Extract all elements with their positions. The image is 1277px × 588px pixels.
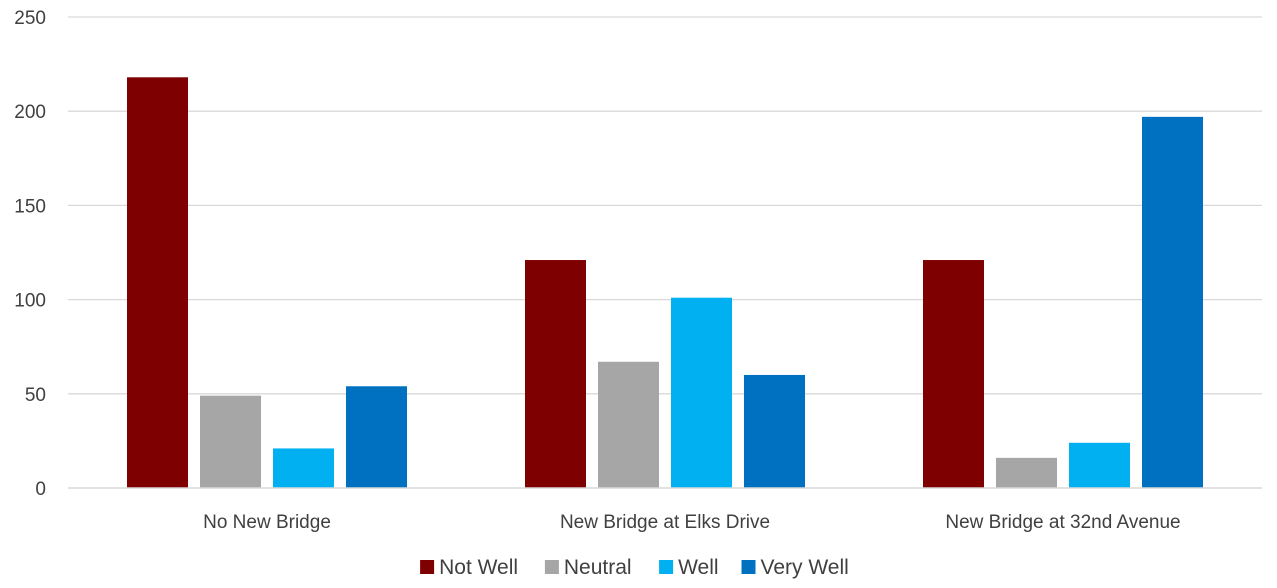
legend-swatch (420, 560, 435, 574)
bars (127, 77, 1203, 489)
gridlines (68, 16, 1262, 395)
legend-label: Not Well (439, 556, 518, 579)
bar (598, 361, 659, 488)
bar (744, 374, 805, 488)
bar (273, 448, 334, 488)
bar (923, 260, 984, 488)
legend-label: Very Well (761, 556, 849, 579)
y-tick-label: 150 (14, 196, 46, 217)
y-tick-label: 200 (14, 102, 46, 123)
legend-label: Neutral (564, 556, 632, 579)
bar (127, 77, 188, 489)
bar (346, 386, 407, 488)
x-tick-label: New Bridge at Elks Drive (560, 512, 770, 533)
bar (1142, 116, 1203, 489)
bar (1069, 442, 1130, 488)
legend: Not Well Neutral Well Very Well (420, 556, 849, 579)
legend-swatch (659, 560, 674, 574)
bar (671, 297, 732, 488)
x-tick-label: No New Bridge (203, 512, 331, 533)
bar (996, 457, 1057, 488)
y-tick-label: 0 (35, 479, 46, 500)
legend-swatch (741, 560, 756, 574)
y-axis-ticks: 0 50 100 150 200 250 (14, 8, 46, 500)
y-tick-label: 50 (25, 385, 46, 406)
legend-swatch (544, 560, 559, 574)
legend-label: Well (678, 556, 718, 579)
x-axis-ticks: No New Bridge New Bridge at Elks Drive New… (203, 512, 1181, 533)
y-tick-label: 250 (14, 8, 46, 29)
y-tick-label: 100 (14, 291, 46, 312)
x-tick-label: New Bridge at 32nd Avenue (945, 512, 1180, 533)
bar (525, 260, 586, 488)
bar (200, 395, 261, 488)
